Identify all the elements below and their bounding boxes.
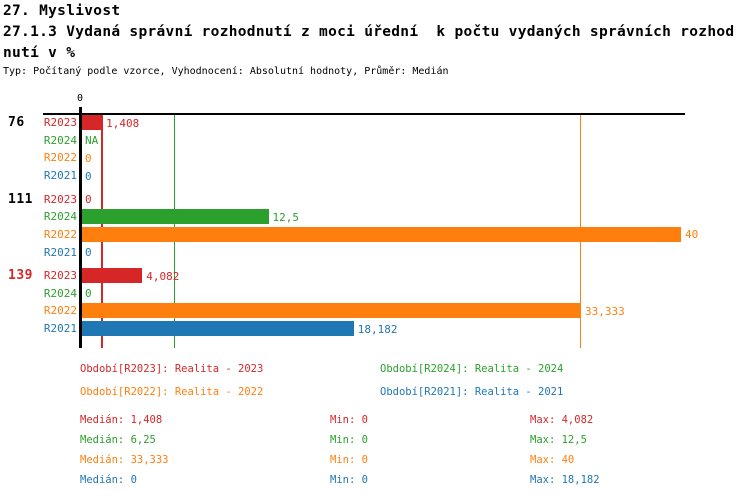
stat-median-r2021: Medián: 0 (80, 474, 137, 486)
chart-bar-r2022 (81, 226, 681, 242)
stat-max-r2024: Max: 12,5 (530, 434, 587, 446)
row-label-r2021: R2021 (43, 245, 77, 259)
bar-value-label: 0 (85, 193, 92, 206)
row-label-r2022: R2022 (43, 304, 77, 318)
bar-value-label: 33,333 (584, 304, 625, 318)
row-label-r2022: R2022 (43, 151, 77, 165)
row-label-r2024: R2024 (43, 133, 77, 147)
row-label-r2023: R2023 (43, 192, 77, 206)
bar-value-label: 0 (85, 169, 92, 183)
bar-chart: R2023 1,408 R2023 0 R2023 4,082 R2024 NA R2024 12… (0, 88, 750, 354)
chart-bar-r2023 (81, 115, 103, 130)
row-label-r2022: R2022 (43, 227, 77, 241)
bar-value-label: 40 (685, 228, 699, 242)
legend-item-r2023: Období[R2023]: Realita - 2023 (80, 363, 264, 375)
section-title: 27. Myslivost (3, 3, 121, 19)
stat-min-r2024: Min: 0 (330, 434, 368, 446)
group-label-76: 76 (8, 115, 25, 130)
row-label-r2021: R2021 (43, 322, 77, 336)
group-label-139: 139 (8, 268, 33, 283)
legend-item-r2021: Období[R2021]: Realita - 2021 (380, 386, 564, 398)
stat-min-r2021: Min: 0 (330, 474, 368, 486)
chart-title-line-2: nutí v % (3, 45, 76, 61)
bar-value-label: 18,182 (357, 322, 398, 336)
stat-median-r2023: Medián: 1,408 (80, 414, 163, 426)
chart-bar-r2023 (81, 268, 143, 283)
chart-bar-r2024 (81, 209, 269, 225)
bar-value-label: 0 (85, 287, 92, 301)
stat-median-r2024: Medián: 6,25 (80, 434, 156, 446)
row-label-r2023: R2023 (43, 116, 77, 129)
stat-max-r2023: Max: 4,082 (530, 414, 594, 426)
legend-item-r2024: Období[R2024]: Realita - 2024 (380, 363, 564, 375)
bar-value-label: NA (85, 134, 99, 148)
row-label-r2024: R2024 (43, 286, 77, 300)
row-label-r2021: R2021 (43, 169, 77, 183)
bar-value-label: 4,082 (146, 269, 180, 283)
chart-title-line-1: 27.1.3 Vydaná správní rozhodnutí z moci … (3, 24, 735, 40)
x-axis-tick-zero: 0 (77, 93, 84, 104)
row-label-r2023: R2023 (43, 269, 77, 282)
group-label-111: 111 (8, 191, 33, 207)
stat-max-r2022: Max: 40 (530, 454, 575, 466)
row-label-r2024: R2024 (43, 210, 77, 224)
stat-median-r2022: Medián: 33,333 (80, 454, 169, 466)
stat-max-r2021: Max: 18,182 (530, 474, 600, 486)
x-axis-line (43, 113, 685, 115)
y-axis-line (78, 107, 82, 348)
legend-item-r2022: Období[R2022]: Realita - 2022 (80, 386, 264, 398)
chart-bar-r2022 (81, 303, 581, 319)
chart-subtitle: Typ: Počítaný podle vzorce, Vyhodnocení:… (3, 66, 449, 77)
bar-value-label: 12,5 (272, 210, 300, 224)
stat-min-r2022: Min: 0 (330, 454, 368, 466)
chart-bar-r2021 (81, 321, 354, 337)
bar-value-label: 0 (85, 246, 92, 260)
bar-value-label: 0 (85, 151, 92, 165)
bar-value-label: 1,408 (106, 116, 140, 130)
stat-min-r2023: Min: 0 (330, 414, 368, 426)
